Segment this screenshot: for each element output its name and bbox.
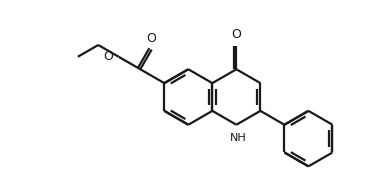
Text: O: O — [147, 32, 157, 45]
Text: O: O — [103, 50, 113, 63]
Text: NH: NH — [230, 133, 247, 143]
Text: O: O — [231, 28, 241, 41]
